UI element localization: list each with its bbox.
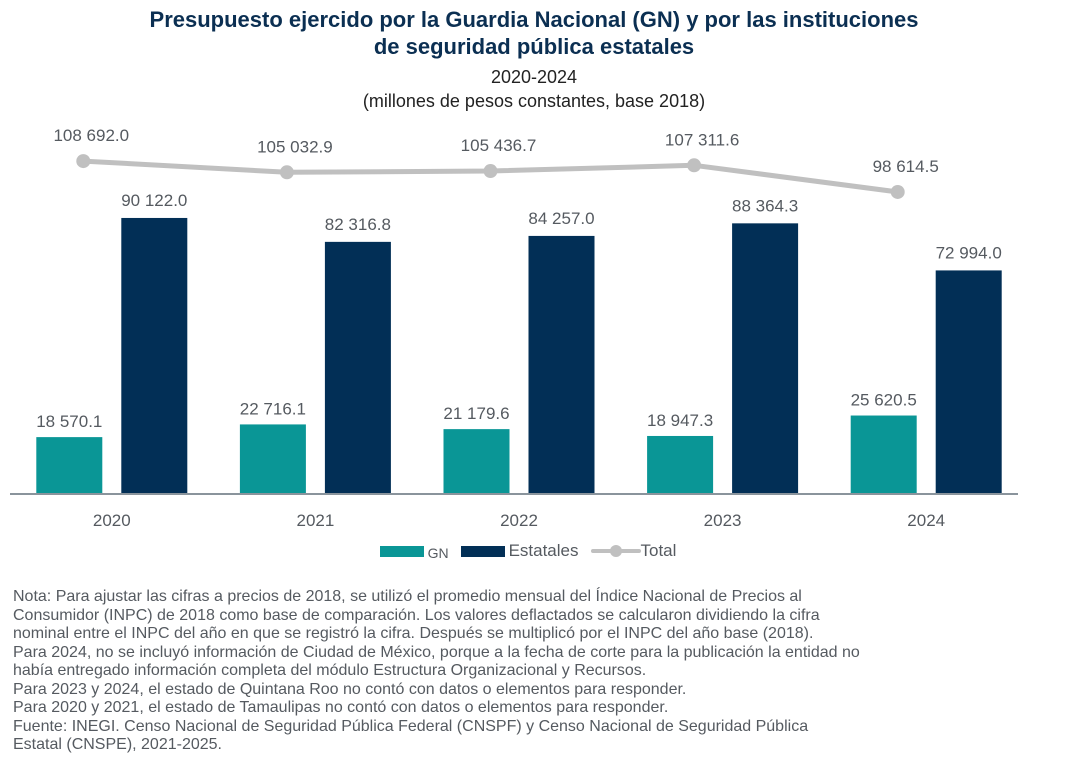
data-label-estatales-2020: 90 122.0: [121, 191, 187, 210]
data-label-gn-2023: 18 947.3: [647, 411, 713, 430]
legend-swatch-estatales: [460, 545, 505, 557]
point-total-2020: [76, 154, 91, 169]
x-tick-label-2021: 2021: [296, 511, 334, 530]
legend-item-gn: GN: [379, 542, 449, 561]
legend-label-total: Total: [640, 541, 677, 560]
legend-swatch-gn: [379, 545, 424, 557]
note-line: Consumidor (INPC) de 2018 como base de c…: [13, 606, 820, 624]
x-tick-label-2022: 2022: [500, 511, 538, 530]
bar-gn-2023: [647, 435, 714, 494]
data-label-gn-2020: 18 570.1: [36, 412, 102, 431]
bar-gn-2021: [239, 424, 306, 494]
note-line: Fuente: INEGI. Censo Nacional de Segurid…: [13, 717, 809, 735]
note-line: Para 2020 y 2021, el estado de Tamaulipa…: [13, 699, 669, 716]
data-label-estatales-2021: 82 316.8: [325, 215, 391, 234]
bar-gn-2022: [443, 429, 510, 494]
chart-title-line2: de seguridad pública estatales: [373, 34, 695, 59]
point-total-2022: [483, 164, 498, 179]
x-tick-label-2024: 2024: [907, 511, 945, 530]
bar-estatales-2024: [935, 270, 1002, 494]
legend-label-estatales: Estatales: [508, 541, 579, 560]
point-total-2024: [890, 184, 905, 199]
chart-units: (millones de pesos constantes, base 2018…: [362, 91, 706, 111]
data-label-total-2020: 108 692.0: [53, 126, 129, 145]
chart-notes: Nota: Para ajustar las cifras a precios …: [13, 588, 1063, 755]
x-tick-label-2020: 2020: [93, 511, 131, 530]
note-line: Nota: Para ajustar las cifras a precios …: [13, 588, 802, 605]
data-label-estatales-2024: 72 994.0: [936, 243, 1002, 262]
bar-estatales-2022: [528, 235, 595, 494]
point-total-2023: [687, 158, 702, 173]
data-label-gn-2022: 21 179.6: [443, 404, 509, 423]
data-label-total-2021: 105 032.9: [257, 137, 333, 156]
data-label-estatales-2022: 84 257.0: [528, 209, 594, 228]
note-line: Para 2023 y 2024, el estado de Quintana …: [13, 680, 687, 698]
chart-title-line1: Presupuesto ejercido por la Guardia Naci…: [149, 7, 919, 32]
legend-item-total: Total: [590, 541, 677, 561]
chart-legend: GN Estatales Total: [0, 541, 1068, 561]
legend-swatch-total: [590, 545, 641, 557]
bar-estatales-2020: [121, 217, 188, 495]
bar-estatales-2021: [324, 241, 391, 494]
chart-plot-area: 18 570.1 90 122.0 2020 22 716.1 82 316.8 2021…: [10, 126, 1018, 530]
data-label-gn-2024: 25 620.5: [851, 391, 917, 410]
note-line: Para 2024, no se incluyó información de …: [13, 643, 860, 661]
note-line: había entregado información completa del…: [13, 662, 647, 679]
data-label-total-2022: 105 436.7: [461, 136, 537, 155]
note-line: nominal entre el INPC del año en que se …: [13, 625, 814, 642]
data-label-total-2023: 107 311.6: [665, 130, 739, 149]
bar-estatales-2023: [732, 223, 799, 494]
point-total-2021: [279, 165, 294, 180]
chart-period: 2020-2024: [490, 67, 578, 87]
data-label-gn-2021: 22 716.1: [240, 399, 306, 418]
data-label-estatales-2023: 88 364.3: [732, 196, 798, 215]
x-tick-label-2023: 2023: [704, 511, 742, 530]
legend-item-estatales: Estatales: [460, 541, 579, 561]
bar-gn-2024: [850, 415, 917, 494]
note-line: Estatal (CNSPE), 2021-2025.: [13, 736, 222, 753]
data-label-total-2024: 98 614.5: [873, 157, 939, 176]
bar-gn-2020: [36, 437, 103, 494]
legend-label-gn: GN: [427, 544, 449, 561]
